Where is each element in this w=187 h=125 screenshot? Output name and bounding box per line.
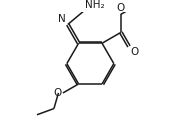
Text: NH₂: NH₂ xyxy=(85,0,105,10)
Text: O: O xyxy=(54,88,62,98)
Text: O: O xyxy=(117,4,125,14)
Text: O: O xyxy=(130,47,138,57)
Text: N: N xyxy=(58,14,66,24)
